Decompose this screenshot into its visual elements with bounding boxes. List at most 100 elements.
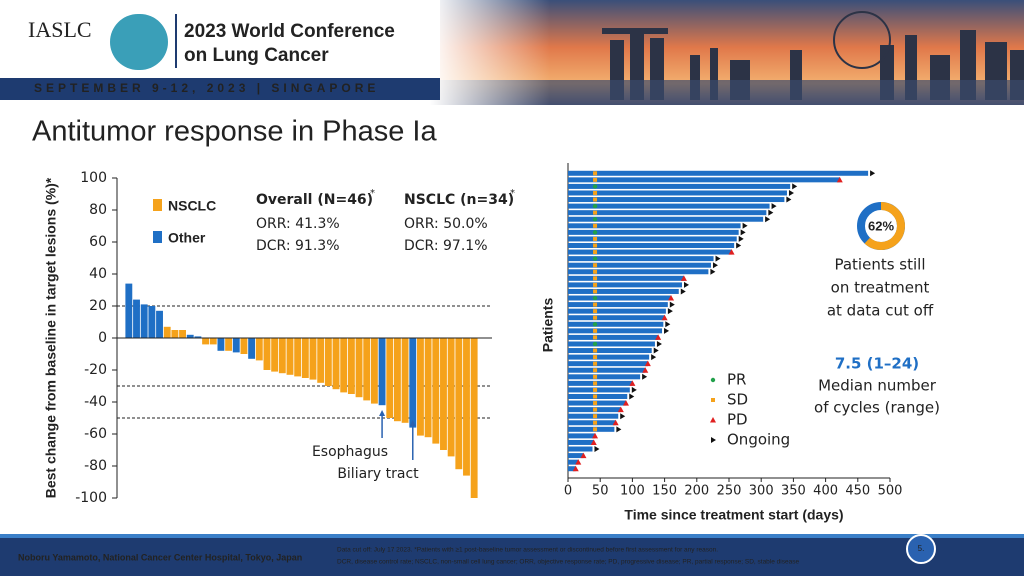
bar [171,330,179,338]
pd-marker [655,334,662,340]
ongoing-marker [771,203,777,210]
bar [255,338,263,361]
swim-bar [568,334,659,340]
legend-label: SD [727,391,748,409]
bar [271,338,279,372]
pd-marker [617,406,624,413]
ongoing-marker [594,446,600,453]
sd-marker [593,309,598,314]
x-tick-label: 300 [749,484,774,499]
median-caption: Median number [818,377,937,395]
swim-bar [568,466,576,472]
sd-marker [593,276,598,281]
swim-bar [568,210,767,216]
swim-bar [568,315,665,321]
ongoing-marker [651,354,657,361]
bar [209,338,217,345]
footer-band [0,538,1024,576]
bar [447,338,455,457]
y-tick-label: -100 [75,490,107,506]
swim-bar [568,328,663,334]
bar [286,338,294,375]
y-tick-label: -80 [84,458,107,474]
swim-bar [568,229,739,235]
swim-bar [568,367,646,373]
y-tick-label: 0 [98,330,107,346]
bar [417,338,424,436]
legend-label: Other [168,230,206,246]
sd-marker [593,401,598,406]
bar [440,338,447,450]
bar [324,338,332,386]
ongoing-marker [667,308,673,315]
bar [133,299,140,338]
donut-label: 62% [868,218,894,233]
sd-marker [593,210,598,215]
swim-bar [568,295,672,301]
pd-marker [572,465,579,472]
bar [301,338,309,378]
legend-swatch [153,199,162,211]
stats-title: Overall (N=46) [256,192,373,208]
ongoing-marker [664,327,670,334]
sd-marker [593,177,598,182]
pd-marker [629,380,636,386]
stats-mark: * [510,188,515,199]
sd-marker [593,302,598,307]
y-tick-label: 40 [89,266,107,282]
swim-bar [568,341,655,347]
photo-fade [430,0,550,105]
date-band [0,78,440,100]
donut-arc [864,202,905,250]
ongoing-marker [742,222,748,229]
y-tick-label: 60 [89,234,107,250]
swim-bar [568,321,664,327]
sd-marker [593,407,598,412]
ongoing-marker [669,301,675,308]
swim-bar [568,308,666,314]
sd-marker [593,171,598,176]
x-tick-label: 250 [717,484,742,499]
donut-caption: Patients still [834,256,925,274]
pd-marker [612,419,619,426]
pr-marker [592,295,598,301]
stats-line: ORR: 50.0% [404,216,488,232]
swim-bar [568,426,615,432]
bar [240,338,248,354]
bar [278,338,286,374]
bar [309,338,317,380]
page-badge [906,534,936,564]
stats-title: NSCLC (n=34) [404,192,514,208]
swim-bar [568,459,579,465]
x-tick-label: 200 [684,484,709,499]
x-tick-label: 150 [652,484,677,499]
ongoing-marker [629,393,635,400]
pd-marker [836,176,843,183]
ongoing-marker [665,321,671,328]
swim-bar [568,439,594,445]
sd-marker [593,190,598,195]
ongoing-marker [620,413,626,420]
pr-marker [592,203,598,209]
ongoing-marker [788,189,794,196]
swim-bar [568,256,714,262]
pd-marker [680,275,687,281]
bar [432,338,440,444]
stats-line: DCR: 97.1% [404,238,488,254]
swim-bar [568,203,770,209]
median-value: 7.5 (1–24) [835,355,919,373]
sd-marker [593,420,598,425]
bar [393,338,401,422]
legend-marker [710,417,716,423]
y-tick-label: -20 [84,362,107,378]
bar [355,338,363,398]
donut-caption: on treatment [831,279,930,297]
ongoing-marker [653,347,659,354]
pd-marker [590,439,597,445]
swim-bar [568,380,633,386]
sd-marker [593,414,598,419]
arrow-head [409,420,416,426]
sd-marker [593,335,598,340]
sd-marker [593,282,598,287]
sd-marker [593,361,598,366]
